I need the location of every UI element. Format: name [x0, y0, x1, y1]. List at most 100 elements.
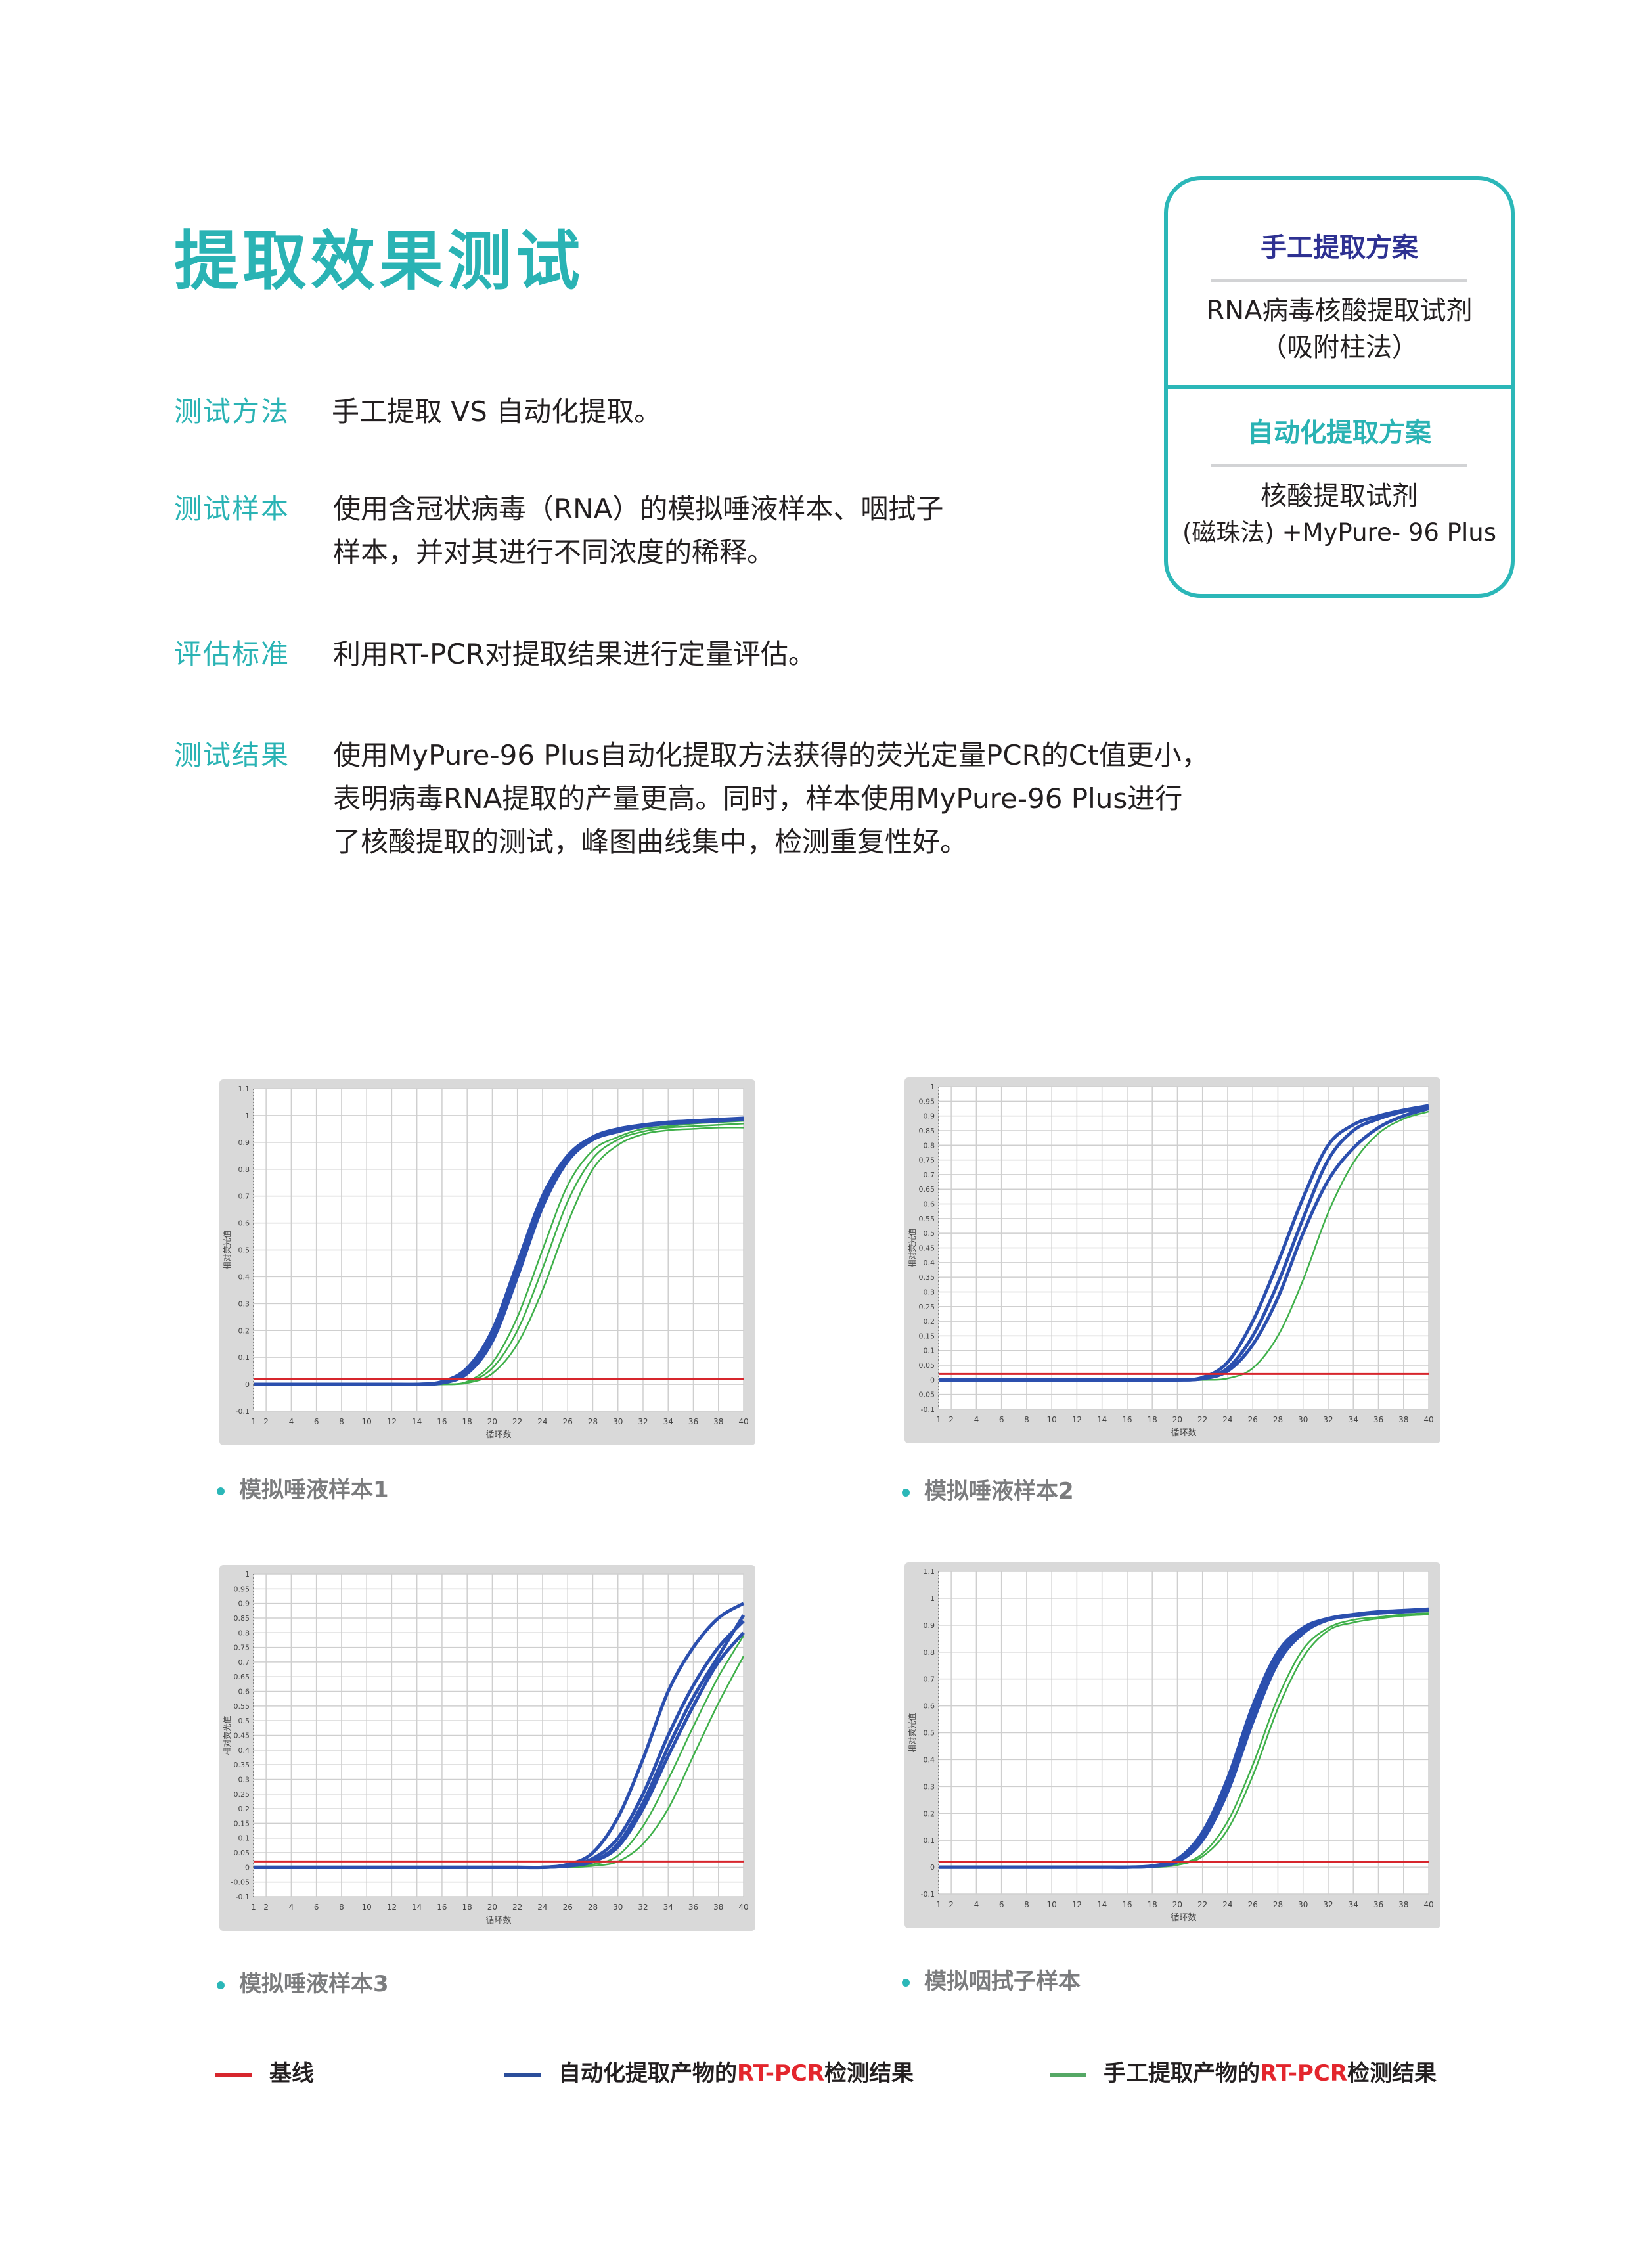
- x-tick-label: 22: [1197, 1900, 1207, 1909]
- y-tick-label: 1: [930, 1083, 935, 1091]
- automated-series-line: [939, 1608, 1429, 1869]
- x-axis-label: 循环数: [485, 1916, 511, 1926]
- y-tick-label: 1: [245, 1570, 250, 1579]
- x-tick-label: 6: [314, 1417, 319, 1426]
- y-tick-label: 1.1: [924, 1568, 935, 1576]
- caption-text: 模拟唾液样本1: [239, 1477, 389, 1503]
- y-tick-label: 0.15: [919, 1332, 935, 1340]
- y-tick-label: 0.25: [234, 1790, 250, 1799]
- y-tick-label: 0: [245, 1380, 250, 1389]
- x-tick-label: 8: [1024, 1900, 1029, 1909]
- y-tick-label: 0.2: [238, 1805, 250, 1813]
- divider: [1211, 279, 1467, 282]
- y-tick-label: 0: [930, 1376, 935, 1384]
- legend-label: 手工提取产物的: [1104, 2060, 1260, 2087]
- x-tick-label: 24: [1222, 1415, 1232, 1424]
- caption-text: 模拟唾液样本3: [239, 1971, 389, 1997]
- x-tick-label: 16: [1122, 1900, 1132, 1909]
- x-tick-label: 22: [512, 1903, 522, 1912]
- y-tick-label: 0.3: [238, 1299, 250, 1308]
- x-tick-label: 30: [1298, 1900, 1308, 1909]
- y-tick-label: 1: [245, 1112, 250, 1120]
- y-tick-label: 0.9: [238, 1600, 250, 1608]
- y-tick-label: 0.3: [924, 1782, 935, 1791]
- x-tick-label: 36: [1373, 1415, 1383, 1424]
- chart-svg: 1 2 4 6 8 10 12 14 16 18 20 22 24 26 28 30 32 34 36 38 40-0.…: [904, 1562, 1440, 1928]
- x-tick-label: 14: [1097, 1900, 1107, 1909]
- section-text: 利用RT-PCR对提取结果进行定量评估。: [333, 638, 816, 670]
- y-tick-label: 1.1: [238, 1085, 250, 1093]
- bullet-icon: [217, 1981, 225, 1989]
- x-tick-label: 34: [663, 1903, 673, 1912]
- x-tick-label: 10: [1047, 1900, 1057, 1909]
- section-text: 表明病毒RNA提取的产量更高。同时，样本使用MyPure-96 Plus进行: [333, 782, 1183, 815]
- manual-scheme: 手工提取方案 RNA病毒核酸提取试剂 （吸附柱法）: [1168, 226, 1511, 366]
- section-label: 评估标准: [174, 638, 290, 670]
- x-tick-label: 38: [713, 1903, 723, 1912]
- x-tick-label: 30: [613, 1903, 623, 1912]
- x-tick-label: 10: [362, 1417, 372, 1426]
- x-tick-label: 4: [289, 1903, 294, 1912]
- x-tick-label: 4: [974, 1900, 979, 1909]
- x-tick-label: 34: [1349, 1900, 1358, 1909]
- chart-throat-swab: 1 2 4 6 8 10 12 14 16 18 20 22 24 26 28 30 32 34 36 38 40 -0.…: [904, 1562, 1440, 1928]
- y-axis-label: 相对荧光值: [907, 1228, 917, 1267]
- x-tick-label: 36: [688, 1417, 698, 1426]
- x-tick-label: 40: [738, 1417, 748, 1426]
- y-tick-label: 0.1: [238, 1353, 250, 1362]
- x-tick-label: 6: [314, 1903, 319, 1912]
- legend-swatch-green: [1050, 2072, 1086, 2077]
- caption-text: 模拟咽拭子样本: [924, 1968, 1081, 1995]
- y-tick-label: 0.45: [234, 1732, 250, 1740]
- x-tick-label: 36: [1373, 1900, 1383, 1909]
- manual-scheme-title: 手工提取方案: [1261, 233, 1418, 263]
- legend-label: 检测结果: [824, 2060, 914, 2087]
- y-tick-label: 0.8: [924, 1141, 935, 1150]
- y-tick-label: 0.15: [234, 1819, 250, 1828]
- y-tick-label: 0.7: [924, 1675, 935, 1684]
- automated-scheme-text: 核酸提取试剂: [1261, 481, 1418, 511]
- x-tick-label: 4: [974, 1415, 979, 1424]
- x-tick-label: 2: [263, 1417, 269, 1426]
- y-tick-label: 0.35: [919, 1273, 935, 1282]
- x-tick-label: 2: [949, 1415, 954, 1424]
- x-tick-label: 18: [1148, 1900, 1157, 1909]
- divider: [1211, 464, 1467, 467]
- legend-swatch-red: [215, 2072, 252, 2077]
- section-text: 样本，并对其进行不同浓度的稀释。: [333, 536, 775, 568]
- section-text: 使用含冠状病毒（RNA）的模拟唾液样本、咽拭子: [333, 493, 944, 525]
- y-tick-label: 0.65: [919, 1185, 935, 1194]
- y-tick-label: 0.05: [919, 1361, 935, 1370]
- automated-scheme-text: (磁珠法) +MyPure- 96 Plus: [1182, 518, 1496, 547]
- y-tick-label: 0.7: [924, 1171, 935, 1179]
- legend-highlight: RT-PCR: [1260, 2060, 1348, 2087]
- y-tick-label: -0.1: [236, 1893, 250, 1901]
- legend-label: 基线: [269, 2060, 314, 2087]
- x-tick-label: 4: [289, 1417, 294, 1426]
- x-tick-label: 38: [1398, 1415, 1408, 1424]
- y-axis-label: 相对荧光值: [222, 1715, 232, 1755]
- page-title: 提取效果测试: [174, 224, 585, 299]
- automated-series-line: [939, 1107, 1429, 1382]
- x-tick-label: 16: [437, 1903, 447, 1912]
- x-tick-label: 8: [339, 1417, 344, 1426]
- x-tick-label: 26: [563, 1417, 573, 1426]
- x-tick-label: 14: [1097, 1415, 1107, 1424]
- y-tick-label: 0.5: [924, 1729, 935, 1738]
- y-tick-label: -0.05: [916, 1391, 935, 1399]
- x-tick-label: 12: [387, 1903, 397, 1912]
- manual-scheme-text: （吸附柱法）: [1261, 332, 1418, 363]
- y-tick-label: 0.8: [238, 1629, 250, 1637]
- y-tick-label: 0.05: [234, 1849, 250, 1857]
- y-tick-label: -0.1: [236, 1407, 250, 1416]
- y-tick-label: 0.55: [919, 1215, 935, 1223]
- y-tick-label: 0.2: [238, 1326, 250, 1335]
- x-tick-label: 26: [1248, 1900, 1258, 1909]
- x-tick-label: 36: [688, 1903, 698, 1912]
- y-tick-label: 0.6: [924, 1702, 935, 1711]
- automated-series-line: [254, 1631, 745, 1869]
- y-tick-label: 0.6: [238, 1219, 250, 1228]
- chart-svg: 1 2 4 6 8 10 12 14 16 18 20 22 24 26 28 30 32 34 36 38 40-0.…: [219, 1565, 755, 1931]
- y-axis-label: 相对荧光值: [222, 1230, 232, 1269]
- chart-saliva-3: 1 2 4 6 8 10 12 14 16 18 20 22 24 26 28 30 32 34 36 38 40 -0.…: [219, 1565, 755, 1931]
